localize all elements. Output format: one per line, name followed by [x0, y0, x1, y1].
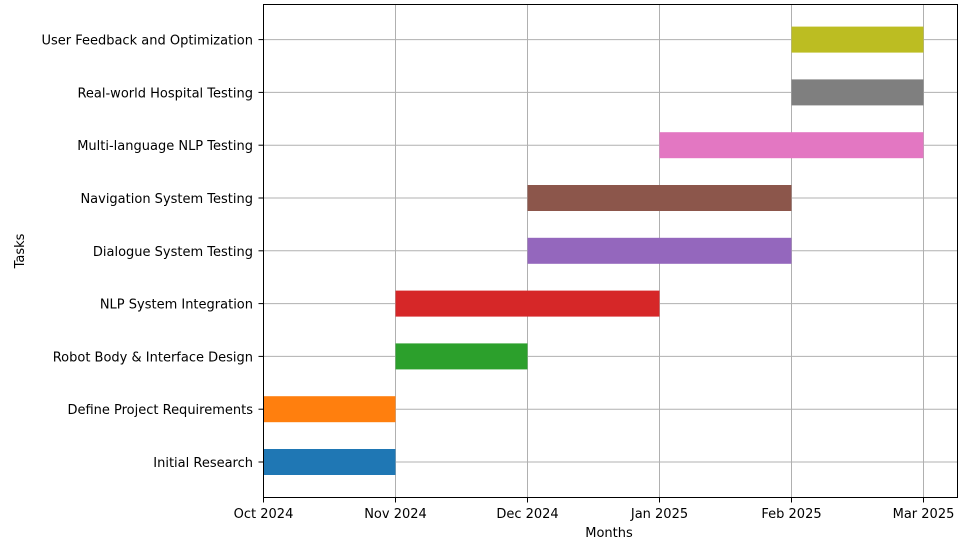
y-tick-label: Define Project Requirements: [67, 403, 253, 418]
x-tick-label: Oct 2024: [234, 507, 294, 522]
task-bar: [791, 79, 924, 106]
x-tick-label: Nov 2024: [364, 507, 427, 522]
task-bar: [263, 396, 396, 423]
y-tick-label: Dialogue System Testing: [93, 245, 253, 260]
task-bar: [527, 185, 792, 211]
y-tick-label: Real-world Hospital Testing: [77, 86, 253, 101]
x-tick-label: Jan 2025: [630, 507, 688, 522]
task-bar: [395, 343, 528, 370]
y-tick-label: Multi-language NLP Testing: [77, 139, 253, 154]
y-tick-label: Navigation System Testing: [80, 192, 253, 207]
task-bar: [263, 449, 396, 475]
x-tick-label: Dec 2024: [496, 507, 558, 522]
y-tick-label: Initial Research: [153, 456, 253, 471]
x-tick-label: Feb 2025: [761, 507, 821, 522]
task-bar: [791, 26, 924, 53]
x-tick-label: Mar 2025: [893, 507, 955, 522]
y-tick-label: Robot Body & Interface Design: [53, 350, 253, 365]
task-bar: [659, 132, 924, 159]
task-bar: [395, 290, 660, 317]
x-axis-label: Months: [585, 526, 633, 541]
axis-ticks: Oct 2024 Nov 2024 Dec 2024 Jan 2025 Feb 2025…: [41, 34, 954, 522]
task-bar: [527, 237, 792, 264]
y-tick-label: User Feedback and Optimization: [41, 34, 253, 49]
task-bars: [263, 26, 924, 475]
y-axis-label: Tasks: [13, 233, 28, 269]
y-tick-label: NLP System Integration: [100, 298, 253, 313]
